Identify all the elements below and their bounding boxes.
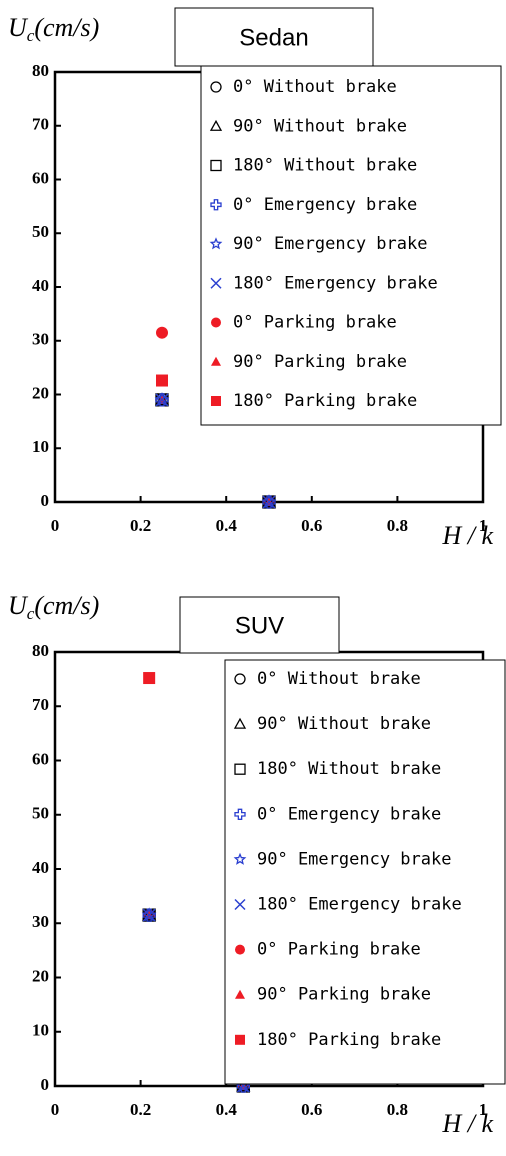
legend-label: 90° Parking brake [257, 985, 431, 1005]
marker [234, 898, 246, 911]
x-tick-label: 0.2 [130, 1100, 151, 1119]
y-tick-label: 30 [32, 912, 49, 931]
marker [143, 672, 156, 685]
legend-label: 180° Without brake [233, 156, 417, 176]
title-box [179, 596, 340, 654]
x-tick-label: 0.4 [216, 1100, 238, 1119]
legend-label: 180° Parking brake [257, 1030, 441, 1050]
y-tick-label: 70 [32, 115, 49, 134]
y-tick-label: 80 [32, 641, 49, 660]
legend-box [200, 65, 502, 426]
legend-label: 0° Parking brake [233, 313, 397, 333]
marker [261, 494, 277, 509]
x-axis-label: H / k [441, 521, 493, 550]
title-box [174, 7, 374, 67]
marker [154, 392, 170, 407]
marker [210, 159, 222, 172]
marker [210, 277, 222, 289]
y-tick-label: 20 [32, 383, 49, 402]
x-tick-label: 1 [479, 1100, 488, 1119]
legend-label: 180° Parking brake [233, 391, 417, 411]
y-tick-label: 10 [32, 1021, 49, 1040]
legend-label: 90° Without brake [257, 714, 431, 734]
marker [211, 356, 221, 366]
marker [233, 717, 247, 729]
marker [142, 908, 156, 922]
x-tick-label: 0.4 [216, 516, 238, 535]
y-tick-label: 40 [32, 276, 49, 295]
y-tick-label: 50 [32, 804, 49, 823]
y-tick-label: 60 [32, 749, 49, 768]
marker [235, 1034, 245, 1045]
marker [154, 392, 170, 406]
legend-label: 0° Emergency brake [233, 195, 417, 215]
y-tick-label: 0 [41, 491, 50, 510]
legend-label: 0° Without brake [257, 669, 421, 689]
y-tick-label: 70 [32, 695, 49, 714]
legend-label: 90° Parking brake [233, 352, 407, 372]
x-tick-label: 0.8 [387, 516, 408, 535]
y-axis-label: Uc(cm/s) [8, 591, 99, 623]
y-tick-label: 50 [32, 222, 49, 241]
x-tick-label: 0.8 [387, 1100, 408, 1119]
legend-label: 0° Without brake [233, 77, 397, 97]
marker [235, 944, 245, 955]
y-tick-label: 60 [32, 168, 49, 187]
marker [210, 199, 222, 211]
marker [155, 393, 169, 407]
y-tick-label: 10 [32, 437, 49, 456]
y-axis-label: Uc(cm/s) [8, 13, 99, 45]
y-tick-label: 30 [32, 330, 49, 349]
chart-title: Sedan [239, 24, 308, 51]
y-axis-label-part: c [27, 604, 35, 623]
marker [234, 763, 246, 775]
x-axis-label: H / k [441, 1109, 493, 1138]
legend-label: 0° Parking brake [257, 940, 421, 960]
plot: 0 10 20 30 40 50 60 70 80 0 0.2 0.4 0.6 0.8 1 Uc(cm/s) H… [8, 591, 506, 1138]
legend-label: 0° Emergency brake [257, 804, 441, 824]
legend-box [224, 659, 506, 1085]
marker [156, 326, 168, 339]
marker [156, 374, 168, 387]
plot: 0 10 20 30 40 50 60 70 80 0 0.2 0.4 0.6 0.8 1 Uc(cm/s) H… [8, 7, 502, 550]
marker [261, 494, 277, 508]
x-tick-label: 0 [51, 1100, 60, 1119]
legend-label: 90° Emergency brake [257, 849, 451, 869]
marker [142, 907, 157, 921]
marker [262, 495, 276, 509]
y-tick-label: 40 [32, 858, 49, 877]
legend-label: 90° Without brake [233, 116, 407, 136]
y-axis-label-part: U [8, 591, 29, 620]
y-axis-label-part: (cm/s) [34, 13, 99, 42]
marker [234, 808, 246, 820]
marker [210, 81, 222, 93]
marker [211, 317, 221, 328]
y-tick-label: 20 [32, 966, 49, 985]
marker [233, 852, 247, 865]
marker [141, 907, 157, 922]
x-tick-label: 0.6 [301, 516, 322, 535]
marker [209, 119, 223, 131]
legend-label: 90° Emergency brake [233, 234, 427, 254]
y-axis-label-part: c [27, 26, 35, 45]
marker [209, 237, 223, 250]
x-tick-label: 0 [51, 516, 60, 535]
marker [211, 396, 221, 406]
y-tick-label: 0 [41, 1075, 50, 1094]
y-axis-label-part: U [8, 13, 29, 42]
marker [235, 989, 245, 999]
y-axis-label-part: (cm/s) [34, 591, 99, 620]
legend-label: 180° Without brake [257, 759, 441, 779]
marker [236, 1078, 251, 1092]
x-tick-label: 0.6 [301, 1100, 322, 1119]
marker [234, 673, 246, 685]
legend-label: 180° Emergency brake [233, 273, 438, 293]
y-tick-label: 80 [32, 61, 49, 80]
chart-title: SUV [235, 612, 284, 639]
legend-label: 180° Emergency brake [257, 895, 462, 915]
x-tick-label: 1 [479, 516, 488, 535]
x-tick-label: 0.2 [130, 516, 151, 535]
